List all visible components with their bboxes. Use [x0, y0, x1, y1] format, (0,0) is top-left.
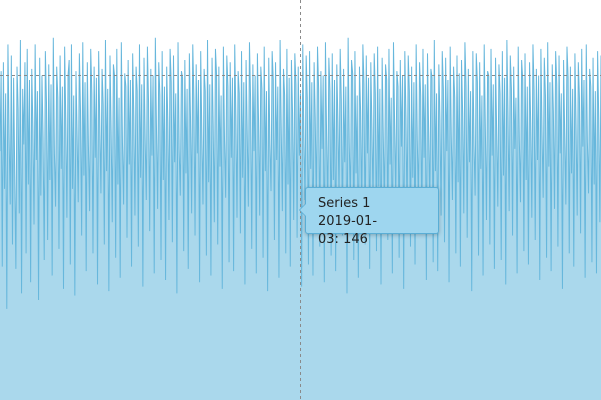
series-1-line — [0, 37, 601, 309]
tooltip-date: 2019-01-03 — [318, 214, 378, 247]
tooltip-value: 146 — [343, 232, 368, 247]
tooltip-series-name: Series 1 — [318, 196, 371, 211]
tooltip-value-line: 2019-01-03: 146 — [318, 214, 378, 247]
tooltip: Series 1 2019-01-03: 146 — [299, 187, 439, 247]
